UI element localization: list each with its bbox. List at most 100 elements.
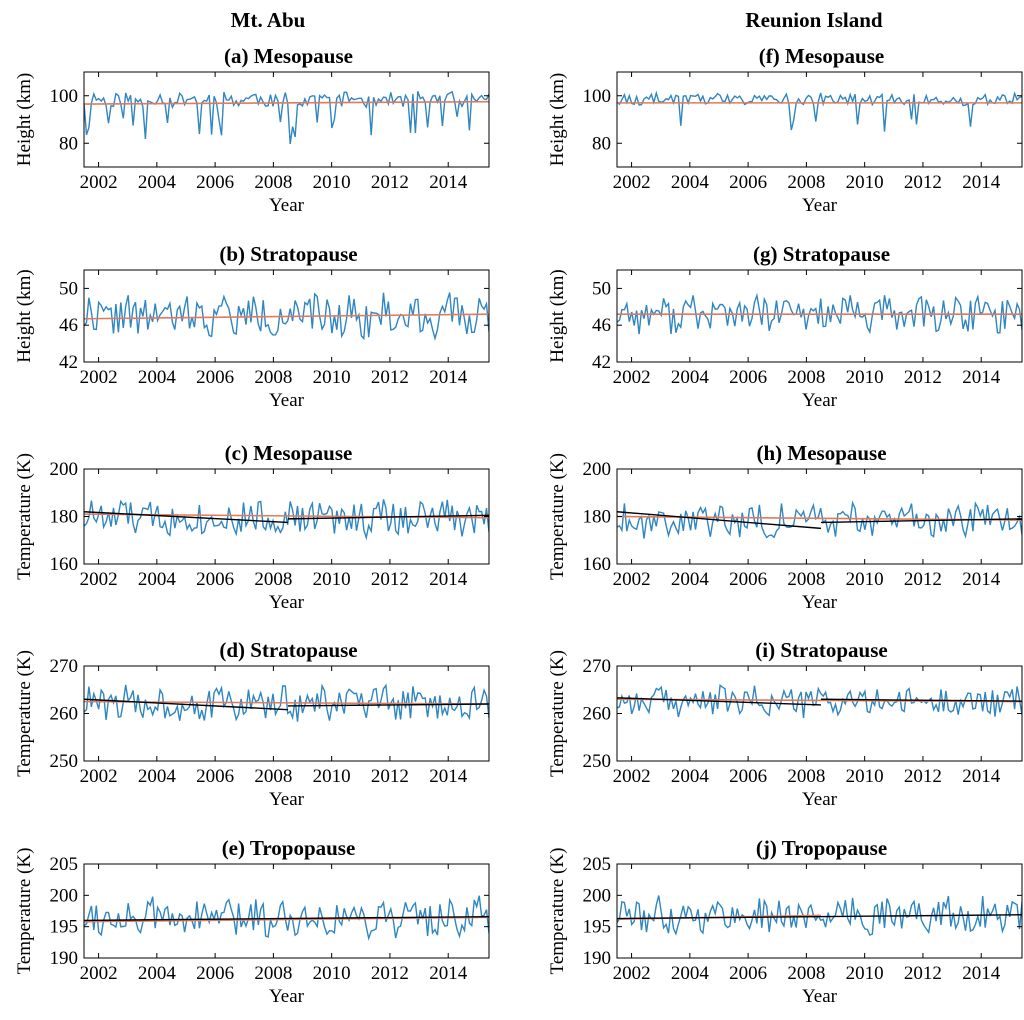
plot-frame: [616, 863, 1023, 959]
panel-label: (d): [219, 638, 250, 662]
panel-title-text: Mesopause: [253, 441, 352, 465]
panel-title-text: Stratopause: [780, 638, 887, 662]
x-tick-label: 2008: [254, 963, 292, 984]
x-axis-label: Year: [802, 195, 838, 216]
panel-title: (a) Mesopause: [224, 44, 353, 68]
plot-frame: [616, 269, 1023, 363]
y-tick-label: 50: [59, 278, 78, 299]
y-tick-label: 160: [583, 554, 612, 575]
x-tick-label: 2008: [254, 766, 292, 787]
x-tick-label: 2006: [729, 963, 767, 984]
plot-frame: [83, 269, 490, 363]
x-tick-label: 2002: [80, 569, 118, 590]
x-tick-label: 2014: [429, 766, 468, 787]
x-tick-label: 2010: [846, 172, 884, 193]
x-axis-label: Year: [269, 789, 305, 810]
x-tick-label: 2002: [613, 569, 651, 590]
trend-segment-line: [616, 914, 1023, 920]
x-tick-label: 2004: [671, 569, 710, 590]
trend-fit-line: [83, 916, 490, 923]
plot-frame: [83, 71, 490, 168]
panel-title: (e) Tropopause: [222, 836, 356, 860]
y-tick-label: 80: [59, 133, 78, 154]
y-axis-label: Temperature (K): [14, 650, 35, 777]
panel-title: (b) Stratopause: [219, 242, 357, 266]
panel-title-text: Mesopause: [787, 441, 886, 465]
panel-b: (b) Stratopause 2002 2004 2006 2008 2010 2012 2…: [14, 242, 490, 411]
y-axis-label: Height (km): [547, 73, 568, 166]
x-tick-label: 2004: [138, 569, 177, 590]
y-axis-label: Temperature (K): [547, 650, 568, 777]
panel-label: (a): [224, 44, 254, 68]
trend-segment-line: [83, 915, 490, 922]
trend-segment-line: [820, 518, 1023, 524]
data-series-line: [617, 90, 1022, 132]
x-tick-label: 2014: [962, 963, 1001, 984]
data-series-line: [84, 683, 489, 722]
panel-title-text: Mesopause: [254, 44, 353, 68]
y-axis-label: Temperature (K): [14, 848, 35, 975]
plot-frame: [83, 863, 490, 959]
trend-fit-line: [83, 313, 490, 320]
panel-title: (h) Mesopause: [756, 441, 886, 465]
x-tick-label: 2004: [671, 766, 710, 787]
x-tick-label: 2004: [671, 172, 710, 193]
y-axis-label: Height (km): [14, 73, 35, 166]
panel-c: (c) Mesopause 2002 2004 2006 2008 2010 2012 201…: [14, 441, 490, 613]
panel-g: (g) Stratopause 2002 2004 2006 2008 2010 2012 2…: [547, 242, 1023, 411]
x-tick-label: 2012: [371, 367, 409, 388]
y-tick-label: 100: [583, 86, 612, 107]
panel-i: (i) Stratopause 2002 2004 2006 2008 2010 2012 2…: [547, 638, 1023, 810]
panel-label: (c): [225, 441, 254, 465]
panel-label: (e): [222, 836, 250, 860]
x-tick-label: 2002: [80, 963, 118, 984]
x-tick-label: 2014: [962, 569, 1001, 590]
y-tick-label: 260: [50, 704, 79, 725]
trend-segment-line: [83, 511, 288, 524]
data-series-line: [617, 500, 1022, 539]
x-tick-label: 2006: [729, 569, 767, 590]
panel-label: (h): [756, 441, 787, 465]
x-tick-label: 2008: [787, 766, 825, 787]
trend-segment-line: [820, 698, 1023, 702]
panel-f: (f) Mesopause 2002 2004 2006 2008 2010 2012 201…: [547, 44, 1023, 216]
y-tick-label: 205: [50, 854, 79, 875]
x-tick-label: 2010: [846, 367, 884, 388]
y-tick-label: 250: [50, 751, 79, 772]
panel-label: (g): [753, 242, 783, 266]
x-tick-label: 2012: [904, 569, 942, 590]
y-axis-label: Height (km): [14, 269, 35, 362]
x-tick-label: 2010: [313, 766, 351, 787]
x-tick-label: 2002: [613, 963, 651, 984]
y-tick-label: 180: [50, 507, 79, 528]
y-tick-label: 42: [592, 352, 611, 373]
x-tick-label: 2012: [904, 367, 942, 388]
panel-d: (d) Stratopause 2002 2004 2006 2008 2010 2012 2…: [14, 638, 490, 810]
x-tick-label: 2004: [671, 963, 710, 984]
y-tick-label: 50: [592, 278, 611, 299]
y-tick-label: 46: [59, 315, 78, 336]
trend-segment-line: [83, 698, 288, 711]
x-tick-label: 2012: [371, 963, 409, 984]
x-tick-label: 2004: [138, 367, 177, 388]
trend-segment-line: [287, 703, 490, 707]
trend-segment-line: [287, 514, 490, 520]
y-axis-label: Temperature (K): [14, 453, 35, 580]
x-tick-label: 2012: [904, 963, 942, 984]
panel-title-text: Tropopause: [782, 836, 887, 860]
data-series-line: [84, 90, 489, 144]
panel-label: (b): [219, 242, 250, 266]
x-tick-label: 2010: [846, 766, 884, 787]
x-axis-label: Year: [269, 390, 305, 411]
plot-frame: [616, 71, 1023, 168]
x-tick-label: 2010: [313, 172, 351, 193]
x-tick-label: 2008: [254, 367, 292, 388]
x-axis-label: Year: [269, 592, 305, 613]
data-series-line: [617, 292, 1022, 335]
y-tick-label: 260: [583, 704, 612, 725]
x-tick-label: 2014: [962, 766, 1001, 787]
x-tick-label: 2002: [613, 367, 651, 388]
x-tick-label: 2006: [196, 963, 234, 984]
x-tick-label: 2012: [371, 766, 409, 787]
